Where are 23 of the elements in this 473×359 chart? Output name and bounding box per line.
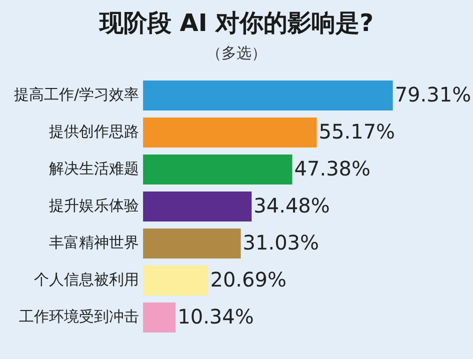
- bar: [143, 80, 393, 110]
- data-label: 10.34%: [178, 304, 254, 329]
- bar: [143, 154, 292, 184]
- y-tick-label: 解决生活难题: [49, 159, 140, 178]
- data-label: 55.17%: [318, 120, 396, 144]
- chart-subtitle: （多选）: [206, 43, 268, 64]
- chart-title: 现阶段 AI 对你的影响是?: [98, 8, 375, 38]
- data-label: 31.03%: [242, 230, 320, 255]
- bar: [143, 118, 317, 148]
- data-label: 47.38%: [294, 156, 371, 181]
- bar: [143, 266, 208, 296]
- y-tick-label: 提高工作/学习效率: [14, 85, 140, 104]
- data-label: 20.69%: [210, 268, 286, 292]
- y-tick-label: 个人信息被利用: [34, 270, 140, 288]
- bar: [143, 302, 176, 332]
- y-tick-label: 丰富精神世界: [49, 233, 140, 252]
- data-label: 34.48%: [254, 194, 330, 218]
- data-label: 79.31%: [394, 82, 472, 107]
- bar: [143, 228, 241, 258]
- y-tick-label: 工作环境受到冲击: [19, 307, 140, 326]
- y-tick-label: 提供创作思路: [49, 122, 140, 140]
- bar: [143, 192, 252, 222]
- y-tick-label: 提升娱乐体验: [49, 196, 140, 214]
